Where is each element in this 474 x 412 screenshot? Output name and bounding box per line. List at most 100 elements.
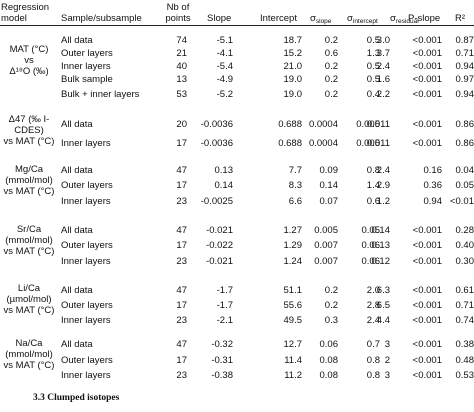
- section-heading: 3.3 Clumped isotopes: [33, 393, 120, 403]
- cell-r2: <0.01: [449, 196, 474, 207]
- cell-sample: Bulk + inner layers: [61, 89, 140, 100]
- cell-sigma-residual: 2.9: [376, 180, 390, 191]
- cell-intercept: 7.7: [288, 165, 302, 176]
- cell-p-slope: 0.16: [423, 165, 443, 176]
- cell-sigma-slope: 0.3: [324, 315, 338, 326]
- cell-n: 21: [176, 48, 187, 59]
- cell-sigma-intercept: 0.5: [366, 74, 380, 85]
- cell-sigma-residual: 2.4: [376, 61, 390, 72]
- cell-sample: Bulk sample: [61, 74, 113, 85]
- cell-n: 47: [176, 285, 187, 296]
- cell-slope: -0.38: [211, 370, 233, 381]
- cell-sample: All data: [61, 35, 93, 46]
- cell-r2: 0.38: [455, 339, 474, 350]
- cell-sigma-residual: 1.6: [376, 74, 390, 85]
- cell-slope: -0.32: [211, 339, 233, 350]
- cell-intercept: 1.29: [283, 240, 303, 251]
- cell-n: 17: [176, 240, 187, 251]
- cell-slope: 0.13: [214, 165, 234, 176]
- cell-sigma-slope: 0.09: [319, 165, 339, 176]
- cell-sample: Inner layers: [61, 315, 111, 326]
- regression-table: Regression model Sample/subsample Nb of …: [0, 2, 474, 381]
- cell-intercept: 15.2: [283, 48, 303, 59]
- cell-slope: -0.021: [206, 225, 233, 236]
- cell-r2: 0.74: [455, 315, 474, 326]
- cell-slope: -4.9: [216, 74, 233, 85]
- cell-n: 74: [176, 35, 187, 46]
- cell-sigma-intercept: 0.8: [366, 165, 380, 176]
- cell-r2: 0.94: [455, 61, 474, 72]
- cell-sigma-residual: 6.5: [376, 300, 390, 311]
- cell-sigma-intercept: 2.4: [366, 315, 380, 326]
- group-model-label: Li/Ca (µmol/mol) vs MAT (°C): [3, 283, 55, 316]
- cell-n: 47: [176, 165, 187, 176]
- cell-sample: All data: [61, 285, 93, 296]
- cell-intercept: 55.6: [283, 300, 303, 311]
- cell-sigma-residual: 3.7: [376, 48, 390, 59]
- cell-p-slope: <0.001: [412, 240, 442, 251]
- cell-intercept: 11.2: [284, 370, 302, 381]
- cell-slope: 0.14: [214, 180, 234, 191]
- cell-n: 17: [176, 138, 187, 149]
- cell-r2: 0.30: [455, 256, 474, 267]
- cell-r2: 0.53: [455, 370, 474, 381]
- cell-sigma-residual: 3: [384, 370, 390, 381]
- cell-p-slope: <0.001: [412, 300, 442, 311]
- cell-n: 13: [176, 74, 187, 85]
- cell-sigma-intercept: 0.4: [366, 89, 380, 100]
- cell-r2: 0.04: [455, 165, 474, 176]
- cell-p-slope: <0.001: [412, 225, 442, 236]
- cell-intercept: 1.27: [283, 225, 303, 236]
- cell-sigma-slope: 0.2: [324, 285, 338, 296]
- cell-slope: -5.4: [216, 61, 233, 72]
- cell-sigma-intercept: 0.5: [366, 61, 380, 72]
- cell-slope: -0.31: [211, 355, 233, 366]
- group-model-label: Δ47 (‰ I- CDES) vs MAT (°C): [3, 114, 55, 147]
- cell-p-slope: <0.001: [412, 315, 442, 326]
- cell-sigma-slope: 0.2: [324, 300, 338, 311]
- cell-sample: Outer layers: [61, 240, 113, 251]
- header-rule: [0, 25, 474, 26]
- header-sigma-slope: σslope: [310, 13, 332, 25]
- group-model-label: Sr/Ca (mmol/mol) vs MAT (°C): [3, 224, 55, 257]
- cell-r2: 0.40: [455, 240, 474, 251]
- cell-slope: -1.7: [216, 300, 233, 311]
- cell-n: 23: [176, 315, 187, 326]
- cell-intercept: 12.7: [283, 339, 303, 350]
- cell-sigma-slope: 0.0004: [308, 138, 338, 149]
- cell-sigma-residual: 0.011: [366, 119, 390, 130]
- cell-p-slope: <0.001: [412, 35, 442, 46]
- cell-r2: 0.28: [455, 225, 474, 236]
- cell-p-slope: <0.001: [412, 256, 442, 267]
- cell-sigma-intercept: 2.0: [366, 285, 380, 296]
- cell-slope: -4.1: [216, 48, 233, 59]
- cell-p-slope: <0.001: [412, 138, 442, 149]
- cell-sample: Inner layers: [61, 61, 111, 72]
- header-n-points: Nb of points: [165, 2, 191, 24]
- cell-sample: Outer layers: [61, 180, 113, 191]
- cell-p-slope: <0.001: [412, 48, 442, 59]
- cell-slope: -5.2: [216, 89, 233, 100]
- cell-sigma-residual: 2: [384, 355, 390, 366]
- cell-sigma-residual: 0.13: [371, 240, 391, 251]
- cell-n: 23: [176, 256, 187, 267]
- cell-n: 23: [176, 196, 187, 207]
- cell-sigma-residual: 2.2: [376, 89, 390, 100]
- cell-n: 17: [176, 300, 187, 311]
- cell-n: 20: [176, 119, 187, 130]
- cell-intercept: 11.4: [284, 355, 302, 366]
- cell-r2: 0.87: [455, 35, 474, 46]
- cell-intercept: 19.0: [283, 89, 303, 100]
- cell-r2: 0.86: [455, 138, 474, 149]
- cell-sigma-slope: 0.2: [324, 89, 338, 100]
- cell-sigma-slope: 0.005: [314, 225, 338, 236]
- header-sigma-intercept: σintercept: [347, 13, 378, 25]
- cell-p-slope: <0.001: [412, 339, 442, 350]
- header-p-slope-text: P-slope: [408, 13, 441, 24]
- cell-sigma-slope: 0.14: [319, 180, 339, 191]
- group-model-label: MAT (°C) vs Δ¹⁸O (‰): [9, 44, 49, 77]
- cell-r2: 0.71: [455, 48, 474, 59]
- cell-n: 47: [176, 339, 187, 350]
- cell-slope: -5.1: [216, 35, 233, 46]
- cell-sample: All data: [61, 165, 93, 176]
